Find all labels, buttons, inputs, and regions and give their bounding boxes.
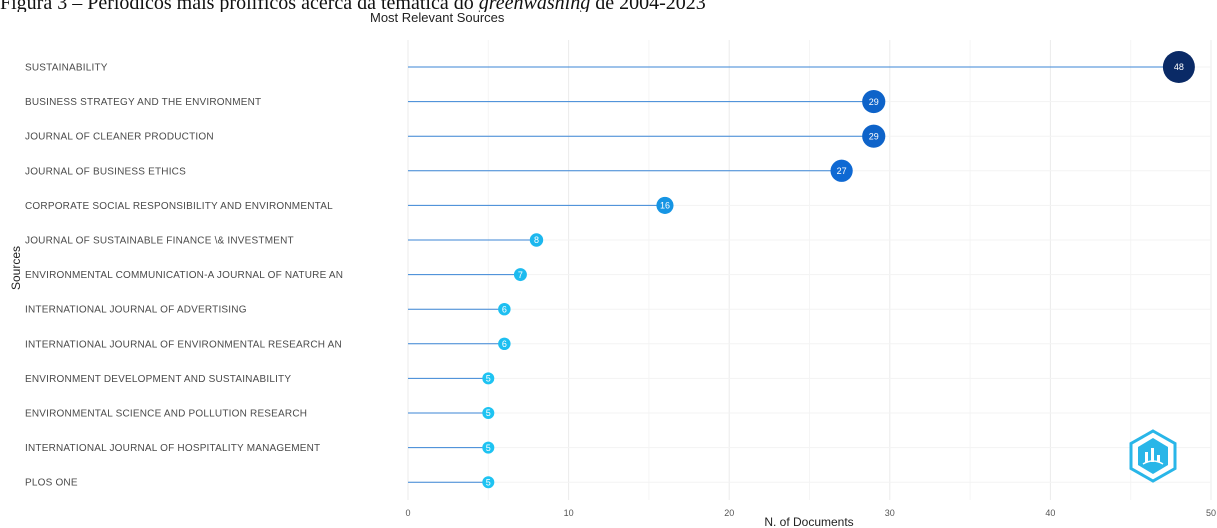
category-label: CORPORATE SOCIAL RESPONSIBILITY AND ENVI…: [25, 201, 333, 212]
data-label: 6: [502, 304, 507, 314]
x-axis-label: N. of Documents: [764, 515, 853, 528]
category-label: PLOS ONE: [25, 478, 78, 489]
data-label: 5: [486, 374, 491, 384]
y-axis-label: Sources: [9, 246, 23, 290]
data-label: 48: [1174, 62, 1184, 72]
data-label: 29: [869, 131, 879, 141]
data-point: [513, 268, 527, 282]
x-tick-labels: 0 10 20 30 40 50: [405, 508, 1216, 518]
data-point: [830, 159, 853, 182]
category-label: INTERNATIONAL JOURNAL OF ENVIRONMENTAL R…: [25, 339, 342, 350]
data-point: [482, 476, 495, 489]
chart-title: Most Relevant Sources: [370, 10, 505, 25]
category-label: INTERNATIONAL JOURNAL OF ADVERTISING: [25, 305, 247, 316]
data-label: 16: [660, 201, 670, 211]
data-point: [862, 90, 886, 114]
x-tick-label: 30: [885, 508, 895, 518]
category-label: JOURNAL OF BUSINESS ETHICS: [25, 166, 186, 177]
data-point: [482, 407, 495, 419]
chart-stems: [408, 66, 1179, 483]
figure-caption: Figura 3 – Periódicos mais prolíficos ac…: [0, 0, 1000, 12]
caption-suffix: de 2004-2023: [590, 0, 706, 12]
x-tick-label: 50: [1206, 508, 1216, 518]
data-point: [862, 124, 886, 148]
data-label: 27: [837, 166, 847, 176]
category-labels: SUSTAINABILITY BUSINESS STRATEGY AND THE …: [25, 63, 343, 489]
data-label: 5: [486, 408, 491, 418]
category-label: SUSTAINABILITY: [25, 63, 108, 74]
data-point: [498, 302, 511, 316]
category-label: ENVIRONMENTAL COMMUNICATION-A JOURNAL OF…: [25, 270, 343, 281]
data-label: 7: [518, 270, 523, 280]
chart-grid: [407, 40, 1212, 500]
x-tick-label: 20: [724, 508, 734, 518]
data-point: [656, 196, 674, 214]
data-point: [482, 372, 495, 385]
data-label: 5: [486, 443, 491, 453]
caption-italic: greenwashing: [478, 0, 591, 12]
data-label: 6: [502, 339, 507, 349]
category-label: JOURNAL OF CLEANER PRODUCTION: [25, 132, 214, 143]
data-label: 8: [534, 235, 539, 245]
category-label: BUSINESS STRATEGY AND THE ENVIRONMENT: [25, 97, 261, 108]
data-label: 5: [486, 477, 491, 487]
data-point: [498, 337, 511, 351]
category-label: ENVIRONMENTAL SCIENCE AND POLLUTION RESE…: [25, 409, 307, 420]
data-point: [1162, 51, 1195, 83]
x-tick-label: 10: [564, 508, 574, 518]
bibliometrix-logo-icon: [1129, 429, 1177, 483]
category-label: ENVIRONMENT DEVELOPMENT AND SUSTAINABILI…: [25, 374, 291, 385]
x-tick-label: 0: [405, 508, 410, 518]
chart-points: 48 29 29 27 16 8 7 6 6 5 5 5 5: [482, 51, 1195, 489]
category-label: JOURNAL OF SUSTAINABLE FINANCE \& INVEST…: [25, 236, 294, 247]
data-point: [482, 441, 495, 454]
x-tick-label: 40: [1045, 508, 1055, 518]
data-label: 29: [869, 97, 879, 107]
data-point: [529, 233, 544, 247]
category-label: INTERNATIONAL JOURNAL OF HOSPITALITY MAN…: [25, 443, 320, 454]
caption-prefix: Figura 3 – Periódicos mais prolíficos ac…: [0, 0, 479, 12]
